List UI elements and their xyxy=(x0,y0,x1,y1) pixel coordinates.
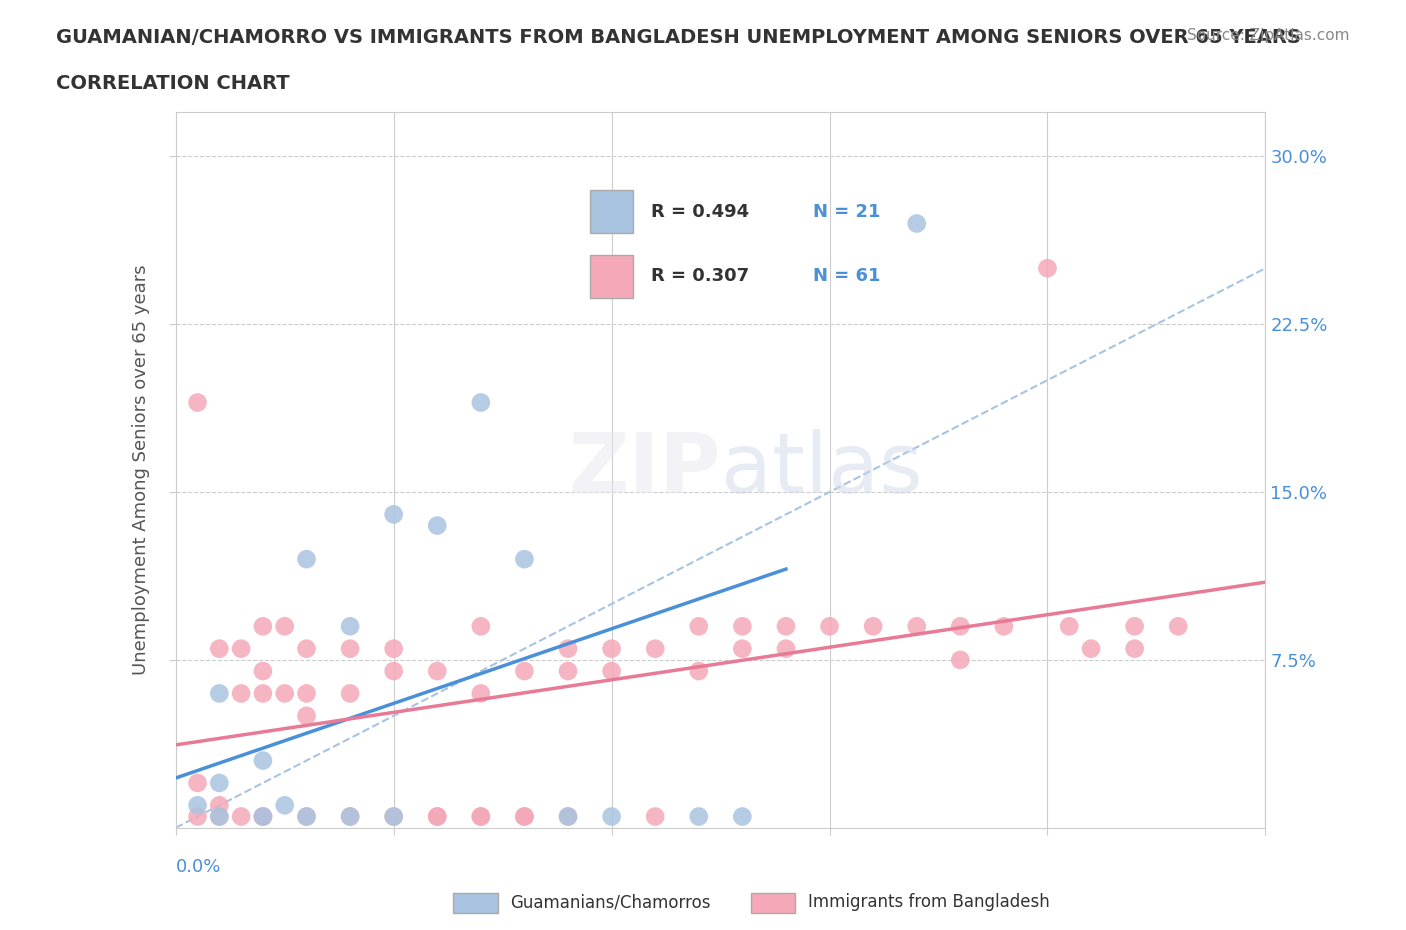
Point xyxy=(339,809,361,824)
Point xyxy=(382,642,405,657)
Point xyxy=(731,618,754,633)
Point xyxy=(862,618,884,633)
Point xyxy=(600,809,623,824)
Point xyxy=(252,618,274,633)
Point xyxy=(208,686,231,701)
Point xyxy=(905,618,928,633)
Point xyxy=(208,809,231,824)
Point xyxy=(208,776,231,790)
Point xyxy=(208,642,231,657)
Point xyxy=(231,686,253,701)
Point xyxy=(818,618,841,633)
Point xyxy=(513,809,536,824)
Point xyxy=(231,809,253,824)
Point xyxy=(600,664,623,679)
Point xyxy=(274,686,297,701)
Point xyxy=(688,664,710,679)
Text: Source: ZipAtlas.com: Source: ZipAtlas.com xyxy=(1187,28,1350,43)
Point xyxy=(295,551,318,566)
Point xyxy=(252,664,274,679)
Point xyxy=(382,507,405,522)
Point xyxy=(513,664,536,679)
Text: Guamanians/Chamorros: Guamanians/Chamorros xyxy=(510,893,711,911)
Y-axis label: Unemployment Among Seniors over 65 years: Unemployment Among Seniors over 65 years xyxy=(132,264,150,675)
Point xyxy=(274,798,297,813)
Point xyxy=(231,642,253,657)
Point xyxy=(557,809,579,824)
FancyBboxPatch shape xyxy=(453,893,498,913)
Text: CORRELATION CHART: CORRELATION CHART xyxy=(56,74,290,93)
Point xyxy=(252,809,274,824)
Point xyxy=(274,618,297,633)
Point xyxy=(339,642,361,657)
Point xyxy=(295,642,318,657)
Point xyxy=(208,798,231,813)
Point xyxy=(382,809,405,824)
Point xyxy=(295,686,318,701)
Point xyxy=(252,809,274,824)
Point xyxy=(1080,642,1102,657)
Text: ZIP: ZIP xyxy=(568,429,721,511)
Point xyxy=(470,618,492,633)
Point xyxy=(339,618,361,633)
Point xyxy=(731,809,754,824)
Point xyxy=(426,664,449,679)
Point xyxy=(339,809,361,824)
Point xyxy=(688,618,710,633)
Point xyxy=(949,653,972,668)
Point xyxy=(426,809,449,824)
Point xyxy=(1036,260,1059,275)
Point xyxy=(382,664,405,679)
Point xyxy=(426,518,449,533)
Point xyxy=(1167,618,1189,633)
Point xyxy=(252,809,274,824)
Point xyxy=(470,809,492,824)
Point xyxy=(557,809,579,824)
Text: 0.0%: 0.0% xyxy=(176,857,221,876)
Point xyxy=(208,809,231,824)
Point xyxy=(644,809,666,824)
Point xyxy=(644,642,666,657)
Text: Immigrants from Bangladesh: Immigrants from Bangladesh xyxy=(808,893,1049,911)
Point xyxy=(905,216,928,231)
Point xyxy=(252,753,274,768)
Point xyxy=(295,809,318,824)
Point xyxy=(1057,618,1080,633)
Point xyxy=(600,642,623,657)
Text: atlas: atlas xyxy=(721,429,922,511)
FancyBboxPatch shape xyxy=(751,893,796,913)
Text: GUAMANIAN/CHAMORRO VS IMMIGRANTS FROM BANGLADESH UNEMPLOYMENT AMONG SENIORS OVER: GUAMANIAN/CHAMORRO VS IMMIGRANTS FROM BA… xyxy=(56,28,1301,46)
Point xyxy=(775,642,797,657)
Point xyxy=(688,809,710,824)
Point xyxy=(426,809,449,824)
Point xyxy=(382,809,405,824)
Point xyxy=(252,686,274,701)
Point xyxy=(949,618,972,633)
Point xyxy=(993,618,1015,633)
Point xyxy=(295,809,318,824)
Point xyxy=(557,664,579,679)
Point xyxy=(1123,618,1146,633)
Point xyxy=(186,798,209,813)
Point xyxy=(470,686,492,701)
Point xyxy=(470,809,492,824)
Point xyxy=(470,395,492,410)
Point xyxy=(339,686,361,701)
Point xyxy=(513,809,536,824)
Point xyxy=(186,776,209,790)
Point xyxy=(513,551,536,566)
Point xyxy=(295,709,318,724)
Point xyxy=(186,809,209,824)
Point xyxy=(775,618,797,633)
Point xyxy=(557,642,579,657)
Point xyxy=(731,642,754,657)
Point xyxy=(1123,642,1146,657)
Point xyxy=(186,395,209,410)
